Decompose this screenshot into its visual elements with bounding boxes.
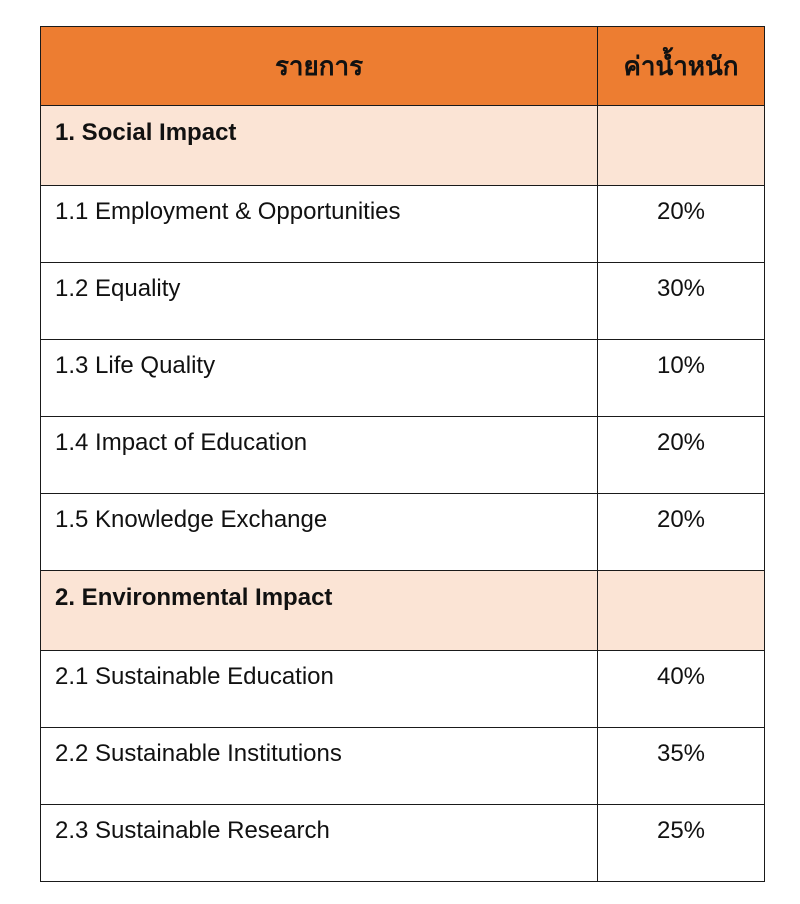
table-row: 1.2 Equality 30%	[40, 262, 765, 340]
row-weight: 20%	[597, 493, 765, 571]
row-item: 2.3 Sustainable Research	[40, 804, 598, 882]
weight-table: รายการ ค่าน้ำหนัก 1. Social Impact 1.1 E…	[40, 26, 765, 882]
section-title: 2. Environmental Impact	[40, 570, 598, 651]
row-item: 2.2 Sustainable Institutions	[40, 727, 598, 805]
table-header-row: รายการ ค่าน้ำหนัก	[40, 26, 765, 106]
table-row: 1.4 Impact of Education 20%	[40, 416, 765, 494]
table-row: 1.1 Employment & Opportunities 20%	[40, 185, 765, 263]
row-item: 1.2 Equality	[40, 262, 598, 340]
table-row: 2.3 Sustainable Research 25%	[40, 804, 765, 882]
table-row: 1.3 Life Quality 10%	[40, 339, 765, 417]
table-row: 2.2 Sustainable Institutions 35%	[40, 727, 765, 805]
row-weight: 35%	[597, 727, 765, 805]
section-row-social: 1. Social Impact	[40, 105, 765, 186]
table-row: 2.1 Sustainable Education 40%	[40, 650, 765, 728]
row-weight: 30%	[597, 262, 765, 340]
row-weight: 20%	[597, 416, 765, 494]
row-item: 1.3 Life Quality	[40, 339, 598, 417]
section-row-environmental: 2. Environmental Impact	[40, 570, 765, 651]
row-item: 1.5 Knowledge Exchange	[40, 493, 598, 571]
row-item: 2.1 Sustainable Education	[40, 650, 598, 728]
table-row: 1.5 Knowledge Exchange 20%	[40, 493, 765, 571]
section-weight-empty	[597, 105, 765, 186]
row-item: 1.4 Impact of Education	[40, 416, 598, 494]
row-weight: 20%	[597, 185, 765, 263]
section-weight-empty	[597, 570, 765, 651]
row-item: 1.1 Employment & Opportunities	[40, 185, 598, 263]
header-item: รายการ	[40, 26, 598, 106]
section-title: 1. Social Impact	[40, 105, 598, 186]
header-weight: ค่าน้ำหนัก	[597, 26, 765, 106]
row-weight: 10%	[597, 339, 765, 417]
row-weight: 25%	[597, 804, 765, 882]
row-weight: 40%	[597, 650, 765, 728]
